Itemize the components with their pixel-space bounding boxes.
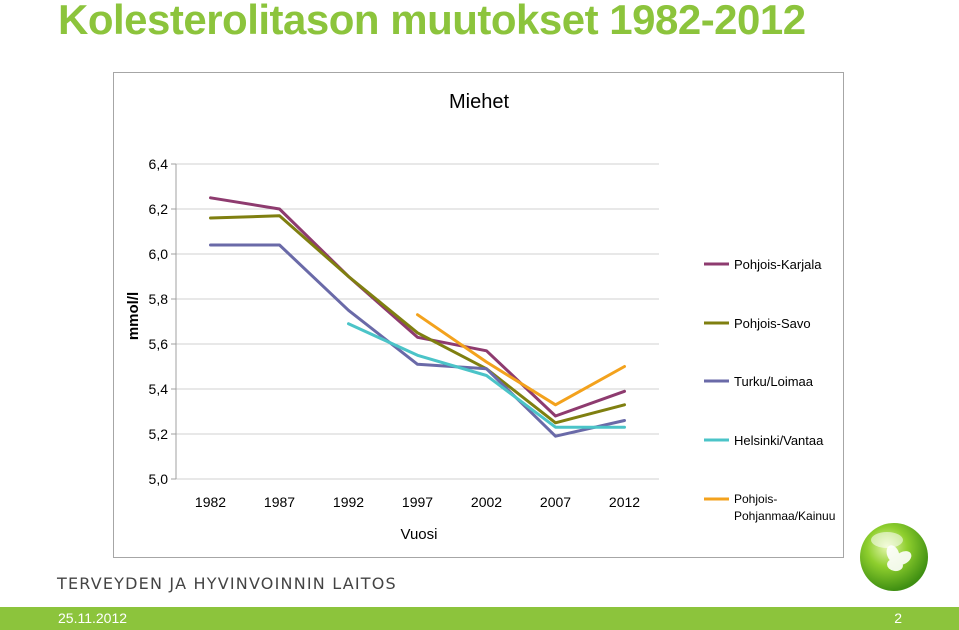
x-axis-label: Vuosi <box>401 526 438 543</box>
series-line <box>347 322 626 429</box>
x-tick-label: 1997 <box>402 494 433 510</box>
organization-name: TERVEYDEN JA HYVINVOINNIN LAITOS <box>57 574 397 593</box>
slide-title: Kolesterolitason muutokset 1982-2012 <box>58 0 806 43</box>
y-tick-label: 5,0 <box>149 471 169 487</box>
footer-bar: 25.11.2012 2 <box>0 607 959 630</box>
chart-title: Miehet <box>449 91 509 113</box>
thl-logo-orb-icon <box>860 523 928 591</box>
x-tick-label: 1982 <box>195 494 226 510</box>
legend-label: Pohjois- <box>734 492 777 506</box>
series-line <box>209 196 626 418</box>
series-line <box>416 313 626 407</box>
x-tick-label: 2012 <box>609 494 640 510</box>
legend-label: Pohjanmaa/Kainuu <box>734 509 835 523</box>
x-tick-label: 2007 <box>540 494 571 510</box>
y-axis-label: mmol/l <box>125 292 142 340</box>
legend-label: Helsinki/Vantaa <box>734 433 824 448</box>
line-chart: Miehet mmol/l Vuosi 5,0 5,2 5,4 5,6 5,8 6,0 6,… <box>125 91 835 543</box>
y-tick-label: 6,0 <box>149 246 169 262</box>
legend-label: Pohjois-Karjala <box>734 257 822 272</box>
y-tick-label: 5,2 <box>149 426 169 442</box>
page-number: 2 <box>894 610 902 626</box>
y-tick-label: 5,6 <box>149 336 169 352</box>
y-tick-label: 5,4 <box>149 381 169 397</box>
slide-date: 25.11.2012 <box>58 610 128 626</box>
y-tick-label: 6,4 <box>149 156 169 172</box>
y-tick-label: 5,8 <box>149 291 169 307</box>
x-tick-label: 1987 <box>264 494 295 510</box>
chart-frame: Miehet mmol/l Vuosi 5,0 5,2 5,4 5,6 5,8 6,0 6,… <box>113 72 844 558</box>
x-tick-label: 2002 <box>471 494 502 510</box>
series-line <box>209 214 626 425</box>
y-tick-label: 6,2 <box>149 201 169 217</box>
legend-label: Turku/Loimaa <box>734 374 814 389</box>
x-tick-label: 1992 <box>333 494 364 510</box>
legend-label: Pohjois-Savo <box>734 316 811 331</box>
series-line <box>209 243 626 438</box>
